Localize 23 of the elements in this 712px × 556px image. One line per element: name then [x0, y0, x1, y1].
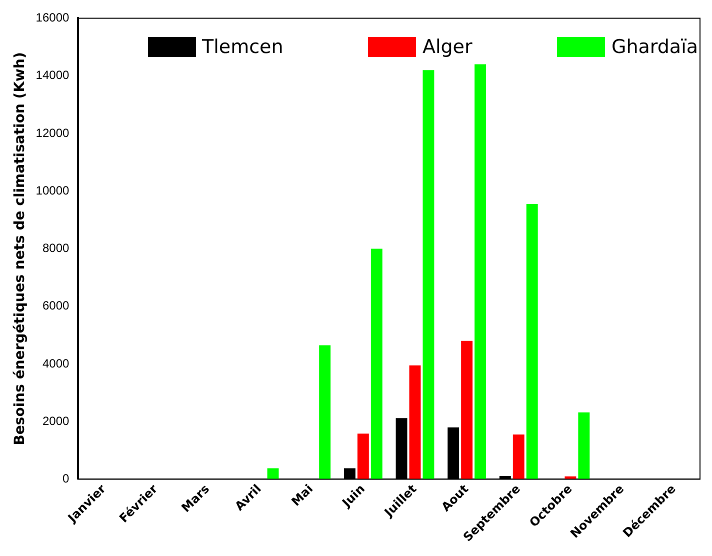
y-tick-label: 16000	[36, 10, 70, 25]
bar	[474, 64, 486, 480]
legend-label: Ghardaïa	[611, 36, 698, 58]
bar	[370, 248, 382, 480]
legend-label: Tlemcen	[202, 36, 284, 58]
y-tick-label: 2000	[42, 414, 70, 428]
bar	[512, 434, 524, 480]
bar	[578, 412, 590, 480]
y-axis-title: Besoins énergétiques nets de climatisation (Kwh)	[12, 52, 28, 446]
y-tick-label: 12000	[36, 126, 70, 140]
y-tick-label: 8000	[42, 241, 70, 256]
bar	[422, 70, 434, 480]
bar	[319, 345, 331, 480]
y-tick-label: 4000	[42, 356, 70, 370]
y-tick-label: 14000	[36, 68, 70, 82]
bar	[409, 365, 421, 480]
y-tick-label: 0	[62, 472, 70, 486]
y-tick-label: 6000	[42, 298, 70, 313]
legend-label: Alger	[422, 36, 472, 58]
bar	[526, 204, 538, 480]
bar	[461, 340, 473, 480]
bar	[357, 434, 369, 480]
y-tick-label: 10000	[36, 183, 70, 198]
